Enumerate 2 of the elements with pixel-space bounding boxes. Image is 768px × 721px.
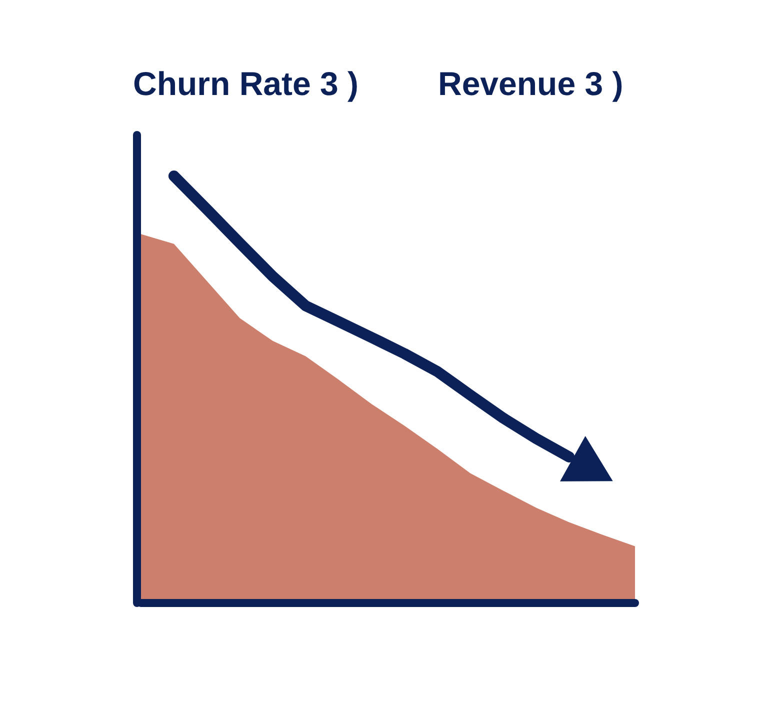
- chart-title: Churn Rate 3 ): [133, 65, 359, 102]
- chart-subtitle: Revenue 3 ): [438, 65, 624, 102]
